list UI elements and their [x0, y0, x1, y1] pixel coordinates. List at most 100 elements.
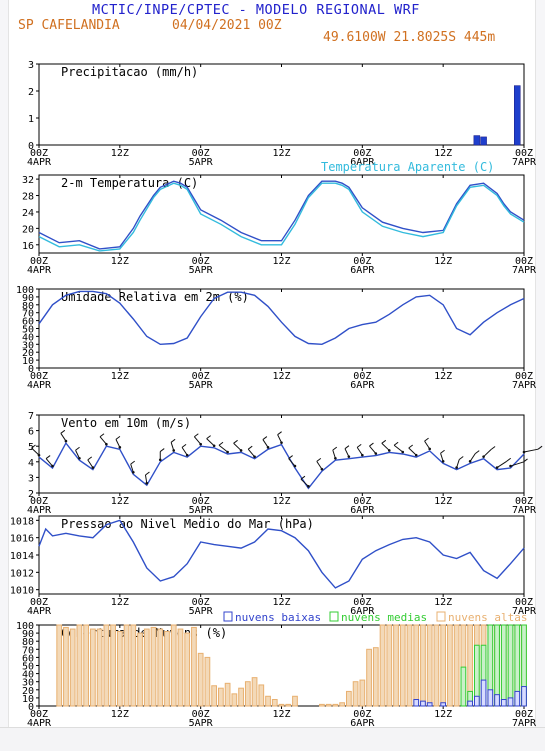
wind-barb-dot — [428, 447, 431, 451]
cloud-bar-nuvens-baixas — [420, 700, 426, 707]
pressure-ytick-label: 1010 — [10, 586, 34, 597]
cloud-legend-label: nuvens medias — [341, 611, 427, 624]
clouds-ytick-label: 20 — [22, 686, 34, 697]
cloud-legend-label: nuvens baixas — [235, 611, 321, 624]
precip-xtick-label: 12Z — [434, 148, 452, 159]
cloud-bar-nuvens-altas — [285, 703, 292, 707]
wind-ytick-label: 3 — [28, 473, 34, 484]
temp-xtick-label: 12Z — [111, 256, 129, 267]
wind-barb — [206, 438, 215, 447]
precip-day-label: 5APR — [189, 157, 214, 168]
pressure-xtick-label: 12Z — [272, 597, 290, 608]
clouds-ytick-label: 10 — [22, 694, 34, 705]
cloud-bar-nuvens-altas — [244, 681, 251, 707]
wind-barb-dot — [387, 449, 391, 452]
rh-day-label: 6APR — [350, 380, 375, 391]
wind-barb-flag — [75, 446, 80, 451]
wind-barb-flag — [145, 471, 150, 476]
wind-barb-dot — [91, 466, 95, 469]
rh-title: Umidade Relativa em 2m (%) — [61, 290, 249, 304]
wind-barb-flag — [233, 439, 238, 444]
cloud-bar-nuvens-altas — [319, 703, 325, 707]
cloud-bar-nuvens-baixas — [494, 694, 500, 707]
wind-barb-flag — [344, 445, 350, 450]
clouds-xtick-label: 12Z — [111, 709, 129, 720]
cloud-bar-nuvens-altas — [325, 703, 332, 707]
wind-barb — [316, 461, 323, 470]
cloud-bar-nuvens-altas — [413, 624, 420, 707]
pressure-ytick-label: 1016 — [10, 534, 34, 545]
wind-xtick-label: 00Z — [515, 496, 533, 507]
wind-barb-flag — [506, 457, 511, 462]
wind-barb — [381, 442, 390, 451]
cloud-bar-nuvens-altas — [292, 695, 298, 707]
cloud-bar-nuvens-altas — [258, 684, 265, 707]
cloud-bar-nuvens-altas — [386, 624, 393, 707]
clouds-xtick-label: 00Z — [353, 709, 371, 720]
wind-barb — [115, 439, 121, 448]
wind-day-label: 5APR — [189, 505, 214, 516]
wind-barb-flag — [424, 437, 429, 442]
cloud-bar-nuvens-altas — [218, 687, 224, 707]
pressure-day-label: 7APR — [512, 606, 537, 617]
pressure-ytick-label: 1012 — [10, 568, 34, 579]
cloud-bar-nuvens-baixas — [413, 699, 420, 707]
wind-ytick-label: 5 — [28, 442, 34, 453]
cloud-legend-label: nuvens altas — [448, 611, 527, 624]
wind-barb-flag — [206, 435, 211, 440]
cloud-bar-nuvens-altas — [433, 624, 440, 707]
cloud-bar-nuvens-altas — [76, 624, 83, 707]
wind-barb-flag — [218, 441, 224, 446]
wind-barb-dot — [64, 439, 68, 443]
wind-barb — [300, 478, 309, 487]
cloud-legend-swatch — [436, 611, 446, 622]
wind-barb-dot — [37, 453, 41, 457]
rh-ytick-label: 40 — [22, 332, 34, 343]
rh-xtick-label: 00Z — [353, 371, 371, 382]
rh-day-label: 4APR — [27, 380, 52, 391]
clouds-xtick-label: 12Z — [434, 709, 452, 720]
bottom-scroll-area — [0, 727, 545, 751]
cloud-bar-nuvens-altas — [372, 647, 379, 707]
cloud-bar-nuvens-altas — [332, 703, 339, 707]
wind-xtick-label: 00Z — [30, 496, 48, 507]
temp-line-1 — [38, 182, 525, 252]
cloud-bar-nuvens-medias — [500, 624, 507, 707]
pressure-xtick-label: 00Z — [192, 597, 210, 608]
wind-barb-dot — [522, 450, 526, 454]
pressure-day-label: 4APR — [27, 606, 52, 617]
clouds-ytick-label: 70 — [22, 645, 34, 656]
cloud-bar-nuvens-altas — [157, 628, 164, 707]
wind-barb-flag — [288, 455, 293, 459]
pressure-ytick-label: 1014 — [10, 551, 34, 562]
clouds-ytick-label: 80 — [22, 637, 34, 648]
cloud-bar-nuvens-altas — [265, 695, 271, 707]
rh-line-0 — [38, 290, 525, 346]
wind-barb-dot — [414, 453, 418, 457]
cloud-bar-nuvens-altas — [103, 624, 110, 707]
temp-xtick-label: 12Z — [434, 256, 452, 267]
wind-barb — [288, 458, 296, 467]
precip-xtick-label: 12Z — [111, 148, 129, 159]
wind-barb-flag — [381, 439, 387, 444]
cloud-bar-nuvens-altas — [204, 656, 211, 707]
cloud-bar-nuvens-baixas — [480, 679, 487, 707]
rh-ytick-label: 50 — [22, 325, 34, 336]
pressure-xtick-label: 12Z — [111, 597, 129, 608]
wind-barb — [469, 453, 476, 462]
precip-day-label: 7APR — [512, 157, 537, 168]
pressure-line-0 — [38, 519, 525, 589]
wind-title: Vento em 10m (m/s) — [61, 416, 191, 430]
pressure-day-label: 6APR — [350, 606, 375, 617]
temp-ytick-label: 20 — [22, 224, 34, 235]
wind-barb-dot — [158, 458, 162, 462]
temp-xtick-label: 00Z — [30, 256, 48, 267]
wind-barb-flag — [490, 446, 496, 450]
rh-xtick-label: 12Z — [272, 371, 290, 382]
temp-day-label: 5APR — [189, 265, 214, 276]
rh-ytick-label: 20 — [22, 348, 34, 359]
cloud-bar-nuvens-altas — [130, 624, 137, 707]
cloud-bar-nuvens-altas — [420, 624, 426, 707]
wind-barb — [523, 448, 539, 453]
